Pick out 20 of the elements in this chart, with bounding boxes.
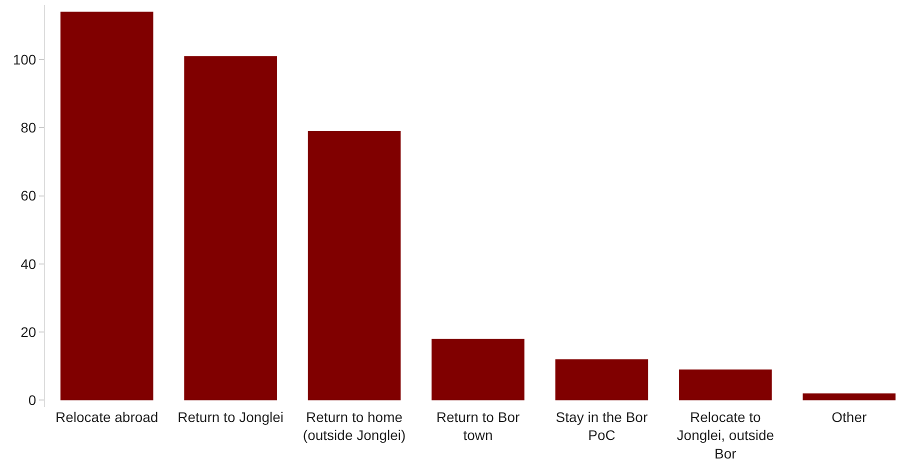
y-tick-label: 0	[28, 392, 36, 408]
bar	[679, 370, 772, 400]
bar	[432, 338, 524, 400]
x-tick-label: Return to Jonglei	[178, 409, 284, 425]
y-tick-label: 100	[12, 51, 36, 68]
y-tick-label: 20	[20, 324, 36, 340]
x-tick-label: Return to home (outside Jonglei)	[302, 409, 406, 444]
bar	[555, 359, 648, 400]
x-tick-label: Return to Bor town	[436, 409, 520, 444]
x-tick-label: Relocate to Jonglei, outside Bor	[676, 409, 774, 462]
y-tick-label: 40	[20, 256, 36, 272]
bar	[308, 131, 401, 400]
bar	[802, 393, 896, 400]
x-tick-label: Stay in the Bor PoC	[556, 409, 648, 444]
bar	[184, 56, 277, 400]
y-tick-label: 80	[20, 120, 36, 136]
y-tick-label: 60	[20, 188, 36, 204]
bar	[60, 12, 154, 400]
x-tick-label: Other	[832, 409, 867, 425]
x-tick-label: Relocate abroad	[55, 409, 158, 425]
